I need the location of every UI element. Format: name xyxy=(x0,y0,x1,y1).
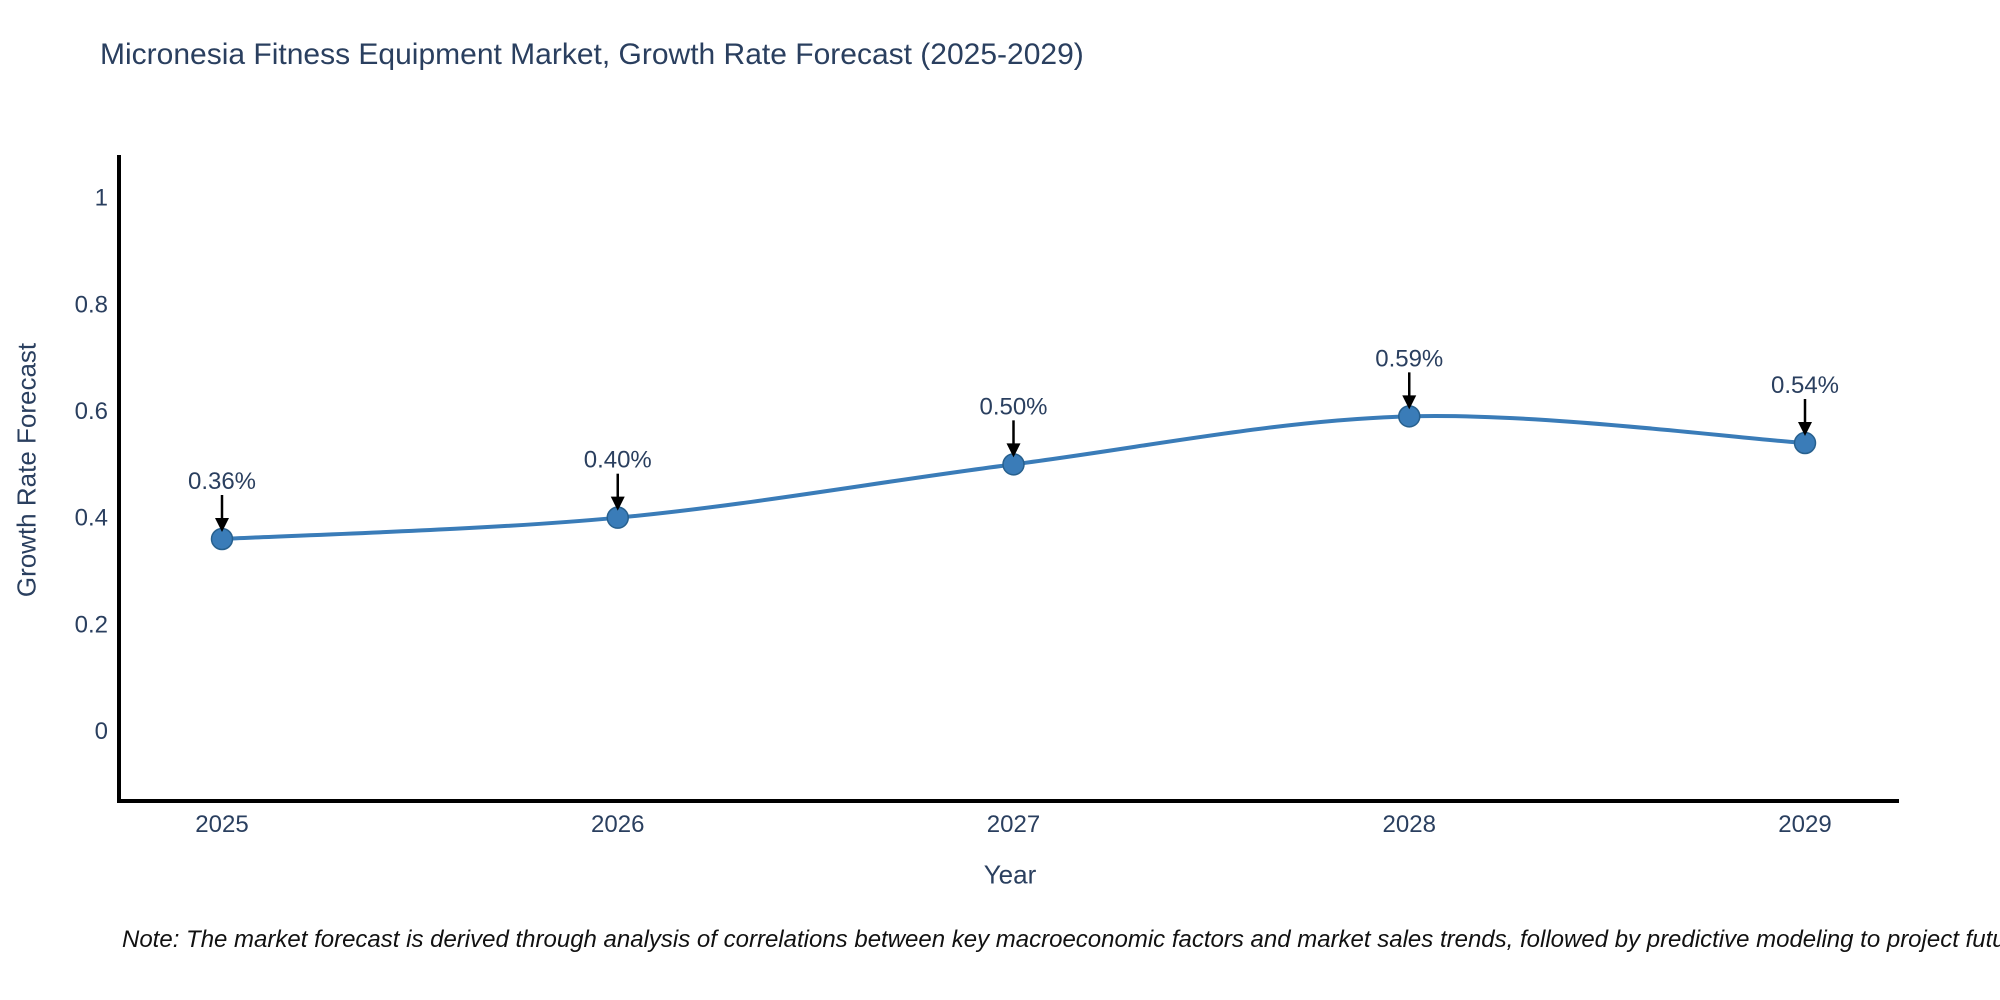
chart-footnote: Note: The market forecast is derived thr… xyxy=(122,926,2000,953)
y-tick-label: 1 xyxy=(95,185,108,212)
point-annotation-label: 0.40% xyxy=(584,447,652,474)
x-tick-label: 2025 xyxy=(195,811,248,838)
y-tick-label: 0.8 xyxy=(75,291,108,318)
y-tick-label: 0.2 xyxy=(75,611,108,638)
annotation-arrowhead-icon xyxy=(1798,422,1812,437)
annotation-arrowhead-icon xyxy=(1006,443,1021,458)
annotation-arrowhead-icon xyxy=(610,496,625,511)
x-tick-label: 2029 xyxy=(1778,811,1831,838)
annotation-arrowhead-icon xyxy=(1402,395,1417,410)
y-tick-label: 0.6 xyxy=(75,398,108,425)
x-tick-label: 2027 xyxy=(987,811,1040,838)
x-axis-title: Year xyxy=(983,859,1037,890)
x-tick-label: 2028 xyxy=(1383,811,1436,838)
annotation-arrowhead-icon xyxy=(215,518,229,533)
y-tick-label: 0.4 xyxy=(75,505,108,532)
chart-title: Micronesia Fitness Equipment Market, Gro… xyxy=(100,38,1084,71)
point-annotation-label: 0.54% xyxy=(1771,372,1839,399)
point-annotation-label: 0.59% xyxy=(1375,345,1443,372)
x-tick-label: 2026 xyxy=(591,811,644,838)
point-annotation-label: 0.50% xyxy=(979,393,1047,420)
y-tick-label: 0 xyxy=(95,718,108,745)
point-annotation-label: 0.36% xyxy=(188,468,256,495)
